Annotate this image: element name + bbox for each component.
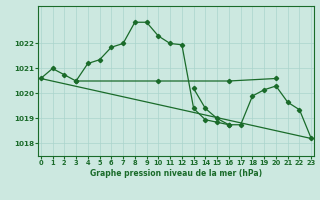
X-axis label: Graphe pression niveau de la mer (hPa): Graphe pression niveau de la mer (hPa)	[90, 169, 262, 178]
